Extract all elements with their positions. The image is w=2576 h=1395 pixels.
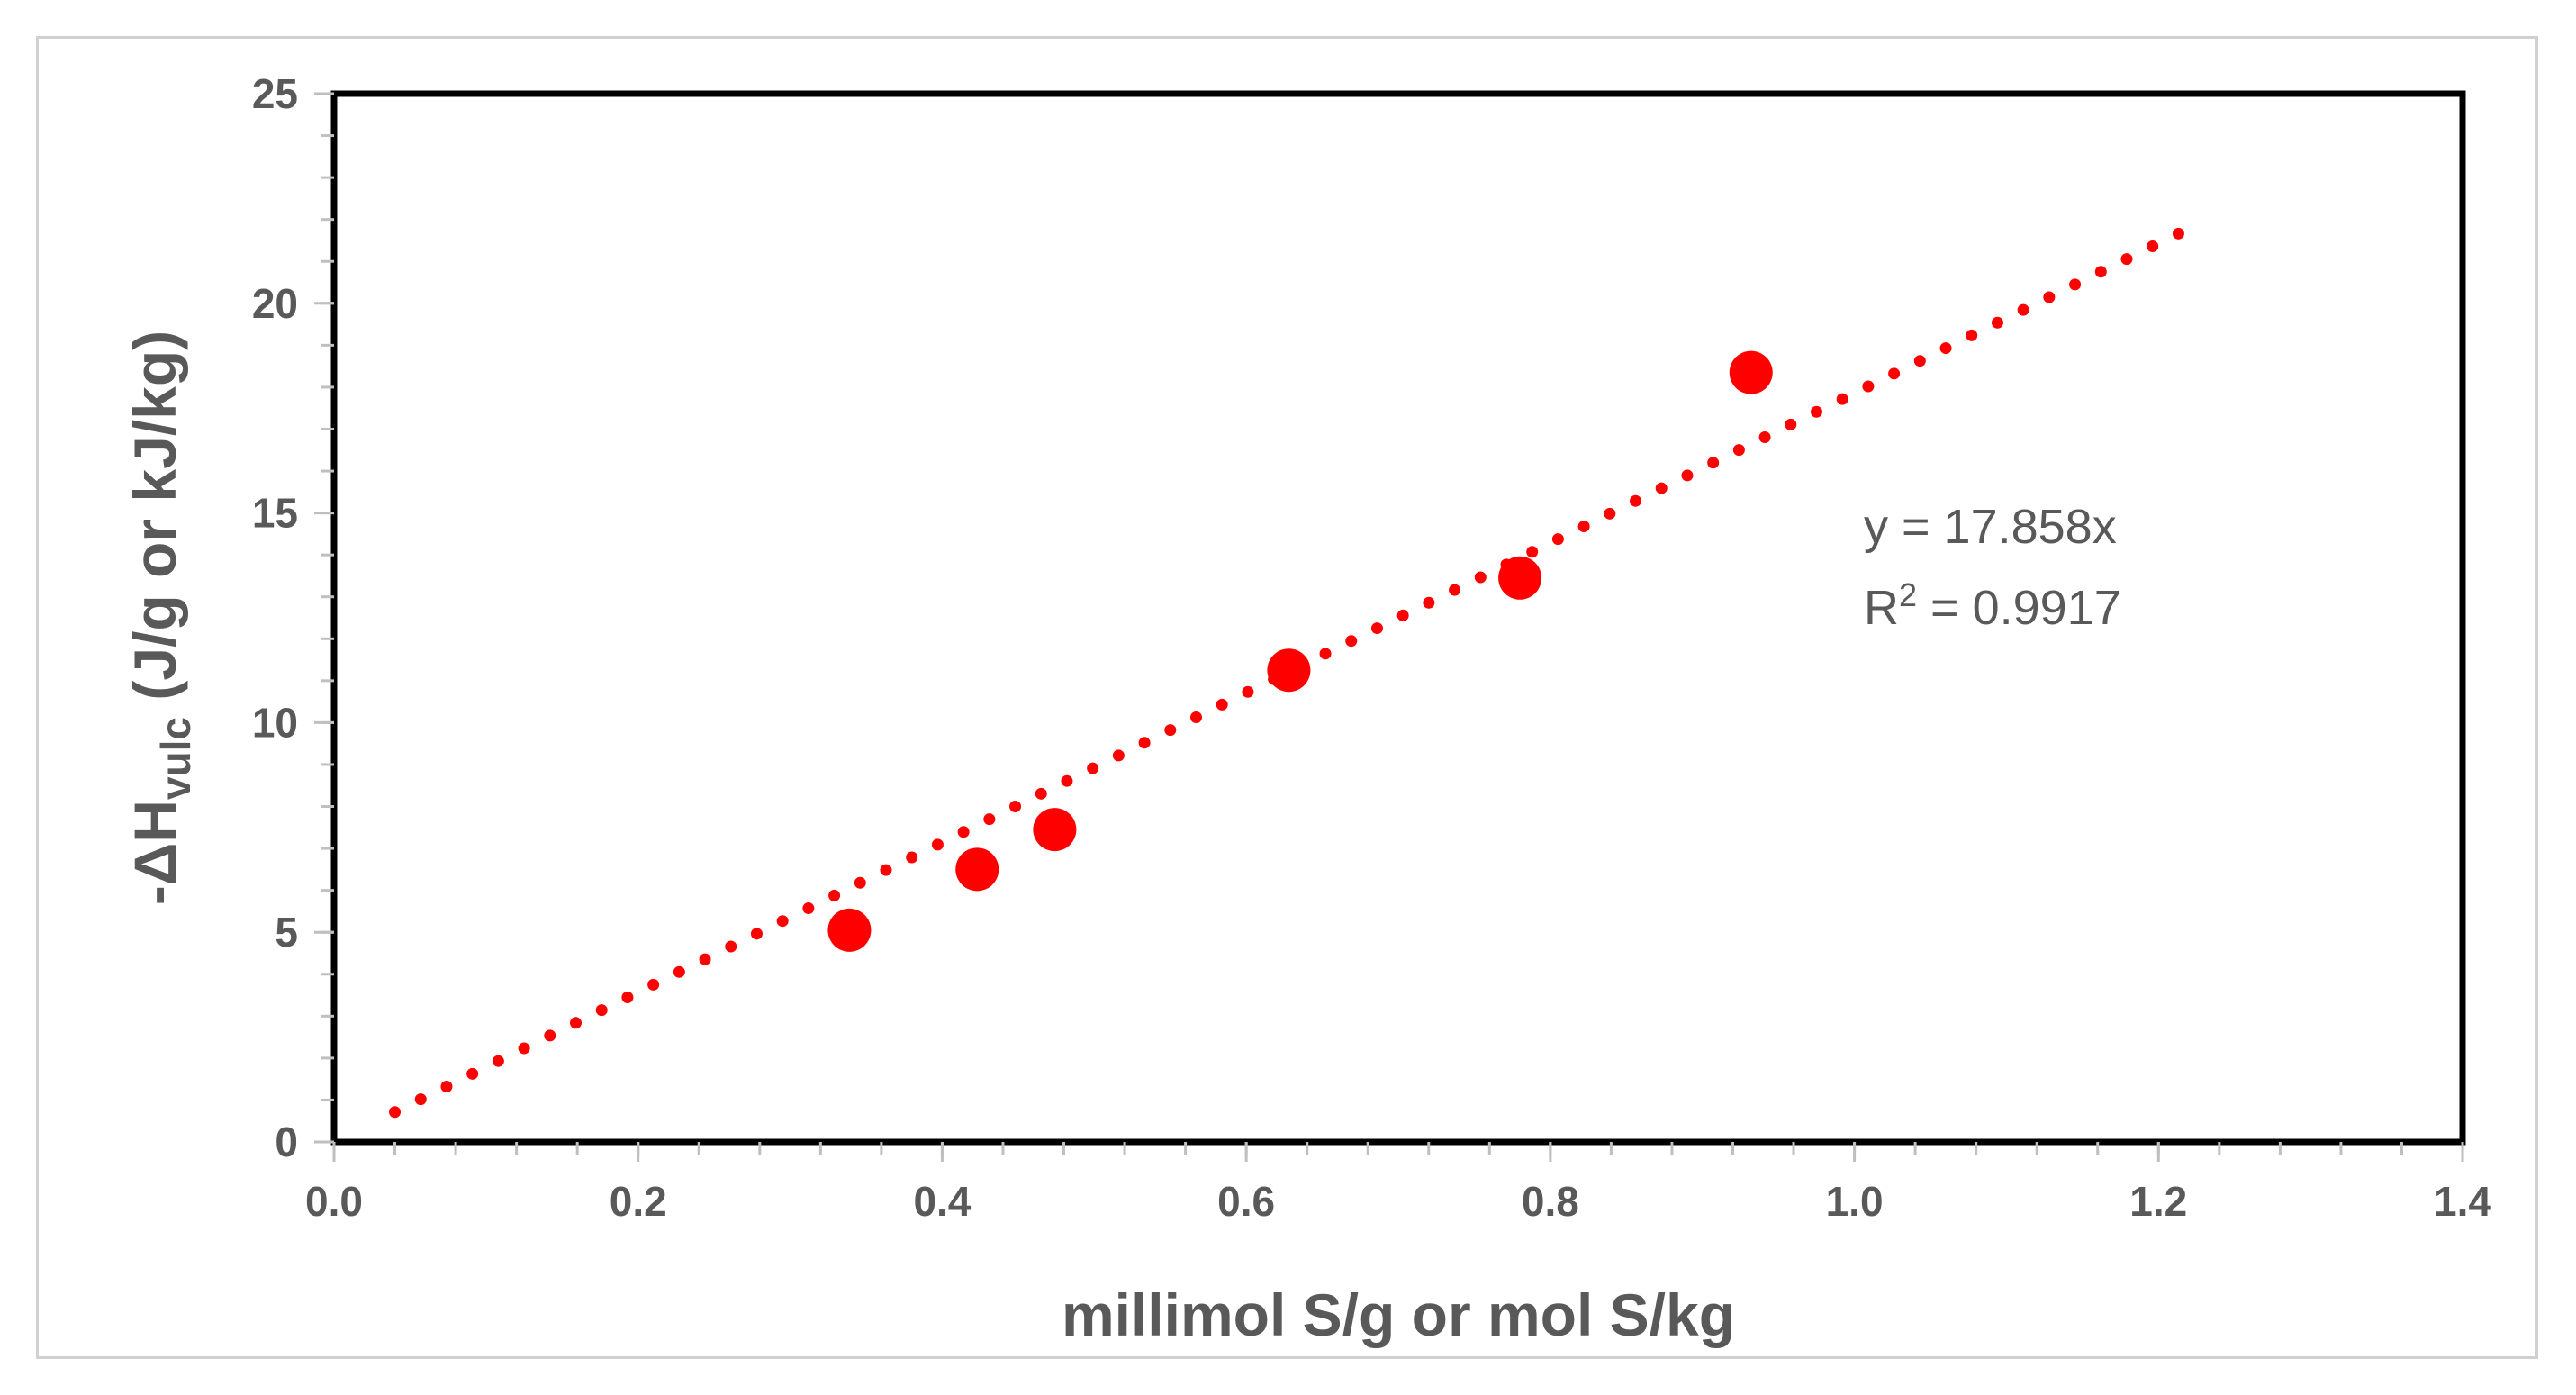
y-axis-title: -ΔHvulc (J/g or kJ/kg) <box>122 331 199 905</box>
x-tick-label: 1.4 <box>2434 1178 2491 1225</box>
data-point <box>827 908 872 952</box>
y-tick-label: 15 <box>252 490 298 537</box>
y-tick-label: 10 <box>252 699 298 746</box>
y-tick-label: 25 <box>252 70 298 117</box>
x-tick-label: 1.2 <box>2129 1178 2187 1225</box>
data-point <box>1729 350 1773 394</box>
x-axis-title: millimol S/g or mol S/kg <box>1062 1282 1735 1348</box>
r2-prefix: R <box>1864 581 1899 635</box>
chart-frame: 0.0 0.2 0.4 0.6 0.8 1.0 1.2 1.4 0 5 10 15 20 25 mill… <box>36 36 2538 1359</box>
r2-suffix: = 0.9917 <box>1917 581 2121 635</box>
y-axis-title-prefix: -ΔH <box>122 800 188 905</box>
data-point <box>1267 648 1311 693</box>
x-tick-label: 0.6 <box>1217 1178 1275 1225</box>
y-tick-label: 0 <box>275 1119 298 1165</box>
y-tick-label: 20 <box>252 280 298 327</box>
x-tick-label: 0.4 <box>913 1178 971 1225</box>
trendline-r-squared: R2 = 0.9917 <box>1864 576 2121 635</box>
data-point <box>1498 556 1542 600</box>
r2-superscript: 2 <box>1899 576 1917 613</box>
trendline-equation: y = 17.858x <box>1864 500 2117 554</box>
y-axis-ticks: 0 5 10 15 20 25 <box>252 70 334 1165</box>
data-points <box>827 350 1773 952</box>
y-axis-title-suffix: (J/g or kJ/kg) <box>122 331 188 717</box>
scatter-chart: 0.0 0.2 0.4 0.6 0.8 1.0 1.2 1.4 0 5 10 15 20 25 mill… <box>122 70 2491 1348</box>
y-tick-label: 5 <box>275 909 298 956</box>
x-tick-label: 0.2 <box>610 1178 667 1225</box>
x-tick-label: 0.8 <box>1522 1178 1579 1225</box>
data-point <box>1033 808 1077 852</box>
x-tick-label: 1.0 <box>1826 1178 1884 1225</box>
x-tick-label: 0.0 <box>305 1178 363 1225</box>
x-axis-ticks: 0.0 0.2 0.4 0.6 0.8 1.0 1.2 1.4 <box>305 1142 2491 1225</box>
data-point <box>955 847 999 892</box>
y-axis-title-subscript: vulc <box>152 717 199 800</box>
